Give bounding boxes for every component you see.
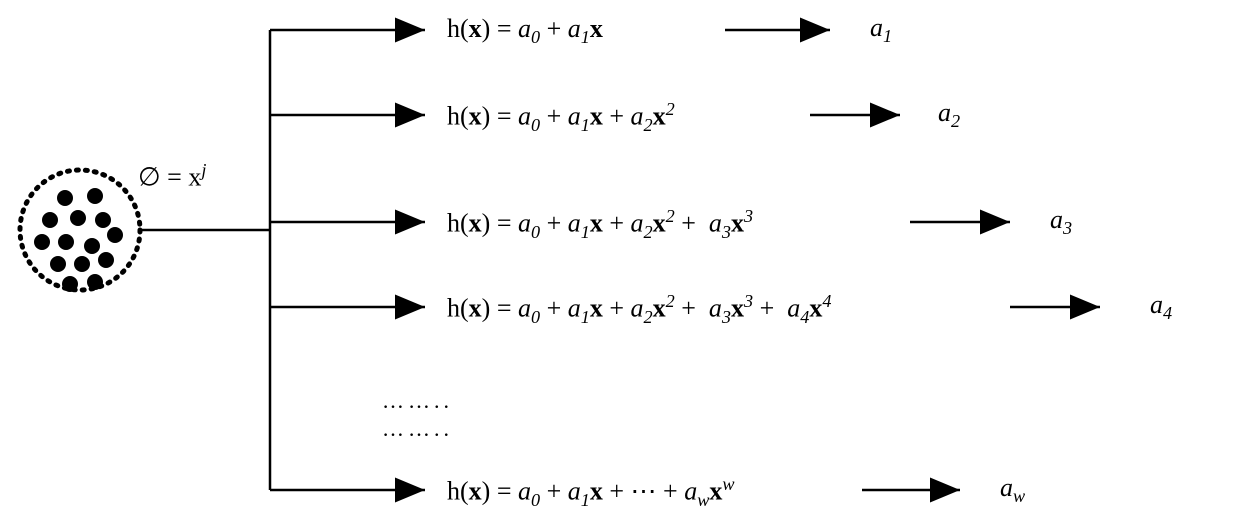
source-dot	[62, 276, 78, 292]
ellipsis-2: ……..	[382, 416, 453, 442]
source-dot	[84, 238, 100, 254]
equation-2: h(x) = a0 + a1x + a2x2	[447, 99, 675, 136]
source-dot	[87, 188, 103, 204]
equation-1: h(x) = a0 + a1x	[447, 14, 603, 48]
diagram-canvas: ∅ = xj h(x) = a0 + a1x a1 h(x) = a0 + a1x +…	[0, 0, 1240, 528]
source-dot	[42, 212, 58, 228]
coef-1: a1	[870, 13, 892, 47]
equation-5: h(x) = a0 + a1x + ⋯ + awxw	[447, 474, 734, 511]
diagram-svg	[0, 0, 1240, 528]
source-dot	[87, 274, 103, 290]
source-dot	[98, 252, 114, 268]
ellipsis-1: ……..	[382, 388, 453, 414]
source-dot	[95, 212, 111, 228]
coef-5: aw	[1000, 473, 1025, 507]
source-dot	[50, 256, 66, 272]
coef-3: a3	[1050, 205, 1072, 239]
coef-2: a2	[938, 98, 960, 132]
equation-4: h(x) = a0 + a1x + a2x2 + a3x3 + a4x4	[447, 291, 831, 328]
source-dot	[57, 190, 73, 206]
source-dot	[70, 210, 86, 226]
source-dot	[34, 234, 50, 250]
coef-4: a4	[1150, 290, 1172, 324]
source-cluster-circle	[20, 170, 140, 290]
source-dot	[107, 227, 123, 243]
source-dot	[74, 256, 90, 272]
source-dot	[58, 234, 74, 250]
source-label: ∅ = xj	[138, 160, 206, 193]
equation-3: h(x) = a0 + a1x + a2x2 + a3x3	[447, 206, 753, 243]
